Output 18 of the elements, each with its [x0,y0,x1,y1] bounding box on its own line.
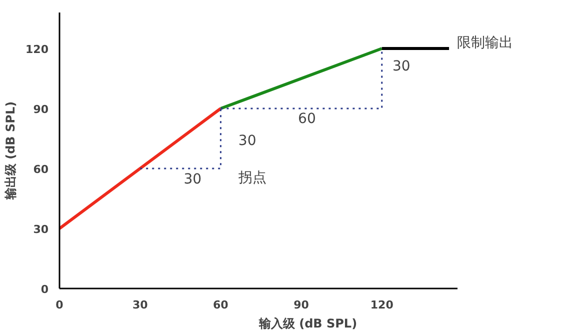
y-axis-title: 输出级 (dB SPL) [4,101,18,201]
x-tick-label: 120 [370,298,394,312]
x-tick-label: 30 [132,298,148,312]
annotation: 限制输出 [457,34,514,51]
y-tick-label: 120 [26,43,49,56]
annotation: 60 [298,110,316,127]
x-tick-label: 60 [213,298,229,312]
x-tick-label: 90 [294,298,310,312]
y-tick-label: 60 [33,163,49,176]
y-tick-label: 90 [33,103,49,116]
annotation: 30 [184,172,202,188]
x-axis-title: 输入级 (dB SPL) [258,316,358,330]
x-tick-label: 0 [56,298,64,312]
annotation: 30 [238,132,256,149]
annotation: 拐点 [237,170,266,186]
y-tick-label: 0 [40,283,49,296]
y-tick-label: 30 [33,223,49,236]
annotation: 30 [392,58,410,74]
